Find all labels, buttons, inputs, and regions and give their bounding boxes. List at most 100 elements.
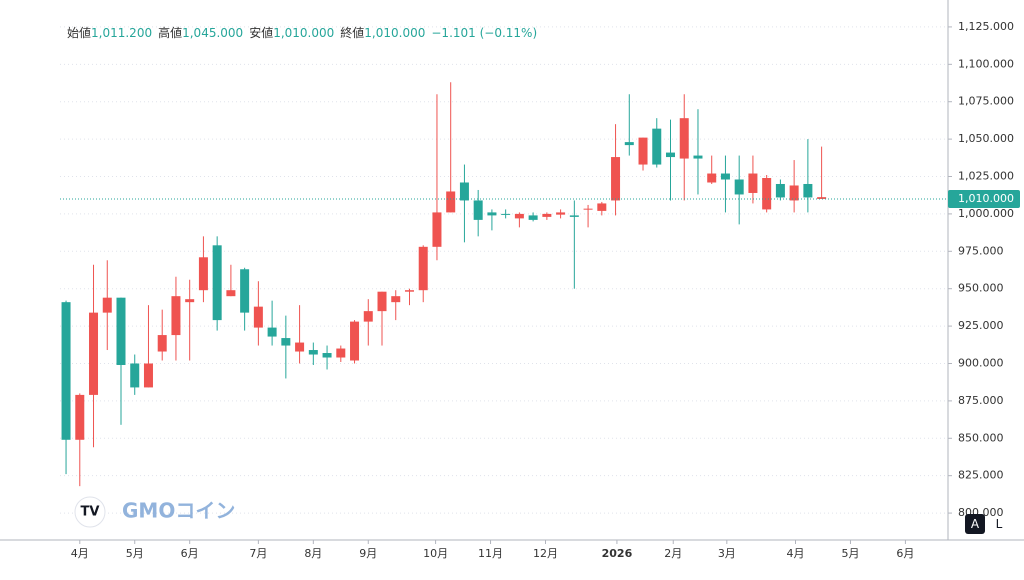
candle-body	[597, 203, 607, 211]
candle-body	[459, 182, 469, 201]
y-tick-label: 850.000	[958, 431, 1004, 444]
candle-body	[542, 213, 552, 217]
legend-value: 1,010.000	[273, 26, 335, 40]
candle-body	[418, 246, 428, 291]
candle-body	[762, 178, 772, 210]
candle-body	[143, 363, 153, 388]
candle-body	[130, 363, 140, 388]
tv-logo-mark: TV	[81, 505, 100, 520]
y-tick-label: 1,000.000	[958, 207, 1014, 220]
legend-value: 1,045.000	[182, 26, 244, 40]
candle-body	[638, 137, 648, 165]
candle-body	[171, 296, 181, 336]
candle-body	[652, 128, 662, 165]
x-tick-label: 2026	[602, 547, 633, 560]
candle-body	[748, 173, 758, 193]
candle-body	[707, 173, 717, 183]
legend-change: −1.101 (−0.11%)	[431, 26, 538, 40]
candle-body	[308, 350, 318, 355]
candle-body	[666, 152, 675, 158]
legend-value: 1,011.200	[91, 26, 153, 40]
y-tick-label: 1,025.000	[958, 170, 1014, 183]
legend-value: 1,010.000	[364, 26, 426, 40]
candle-body	[556, 212, 566, 215]
candle-body	[803, 183, 813, 198]
x-tick-label: 10月	[423, 547, 448, 560]
ohlc-legend: 始値1,011.200 高値1,045.000 安値1,010.000 終値1,010…	[67, 24, 543, 41]
candle-body	[253, 306, 263, 328]
y-tick-label: 900.000	[958, 356, 1004, 369]
x-tick-label: 4月	[787, 547, 805, 560]
candle-body	[734, 179, 744, 195]
candle-body	[240, 269, 250, 313]
candle-body	[624, 142, 634, 146]
candle-body	[281, 338, 291, 346]
x-tick-label: 9月	[359, 547, 377, 560]
candle-body	[377, 291, 387, 312]
x-tick-label: 6月	[181, 547, 199, 560]
tv-logo: TV	[74, 496, 106, 528]
candle-body	[391, 296, 401, 303]
candle-body	[226, 290, 236, 297]
y-tick-label: 1,050.000	[958, 132, 1014, 145]
candle-body	[102, 297, 112, 313]
candle-body	[185, 299, 195, 303]
x-tick-label: 12月	[533, 547, 558, 560]
price-label: 1,010.000	[958, 192, 1014, 205]
candle-body	[514, 213, 524, 219]
candle-body	[212, 245, 222, 321]
legend-label: 始値	[67, 26, 92, 40]
candle-body	[487, 212, 497, 216]
y-tick-label: 875.000	[958, 394, 1004, 407]
candle-body	[528, 215, 538, 220]
legend-label: 安値	[249, 26, 274, 40]
auto-scale-button[interactable]: A	[965, 514, 985, 534]
y-tick-label: 1,125.000	[958, 20, 1014, 33]
candle-body	[775, 183, 785, 198]
price-label-bg	[948, 189, 1020, 208]
candle-body	[583, 208, 593, 210]
tv-logo-bg	[74, 496, 106, 528]
log-scale-button[interactable]: L	[995, 517, 1003, 531]
candle-body	[404, 290, 414, 292]
x-tick-label: 2月	[664, 547, 682, 560]
candle-body	[501, 213, 511, 215]
candle-body	[446, 191, 456, 213]
x-tick-label: 5月	[126, 547, 144, 560]
candle-body	[679, 118, 689, 159]
legend-label: 終値	[340, 26, 365, 40]
x-tick-label: 7月	[249, 547, 267, 560]
candle-body	[611, 157, 621, 201]
candle-body	[336, 348, 346, 358]
candle-body	[75, 394, 85, 440]
candle-body	[473, 200, 483, 220]
y-tick-label: 950.000	[958, 282, 1004, 295]
y-tick-label: 1,075.000	[958, 95, 1014, 108]
candle-body	[817, 197, 827, 199]
candle-body	[693, 155, 703, 159]
y-tick-label: 1,100.000	[958, 57, 1014, 70]
y-tick-label: 975.000	[958, 244, 1004, 257]
x-tick-label: 4月	[71, 547, 89, 560]
candle-body	[295, 342, 305, 352]
candle-body	[61, 302, 71, 440]
candle-body	[322, 353, 332, 358]
legend-label: 高値	[158, 26, 183, 40]
candle-body	[720, 173, 730, 180]
candle-body	[569, 215, 579, 217]
branding: GMOコイン	[122, 499, 235, 523]
candle-body	[789, 185, 799, 201]
x-tick-label: 11月	[478, 547, 503, 560]
candle-body	[198, 257, 208, 291]
candle-body	[157, 335, 167, 352]
candle-body	[363, 311, 373, 322]
x-tick-label: 3月	[718, 547, 736, 560]
y-tick-label: 825.000	[958, 469, 1004, 482]
candle-body	[89, 312, 99, 395]
candle-body	[267, 327, 277, 337]
x-tick-label: 6月	[896, 547, 914, 560]
candle-body	[350, 321, 360, 361]
candle-body	[432, 212, 442, 247]
